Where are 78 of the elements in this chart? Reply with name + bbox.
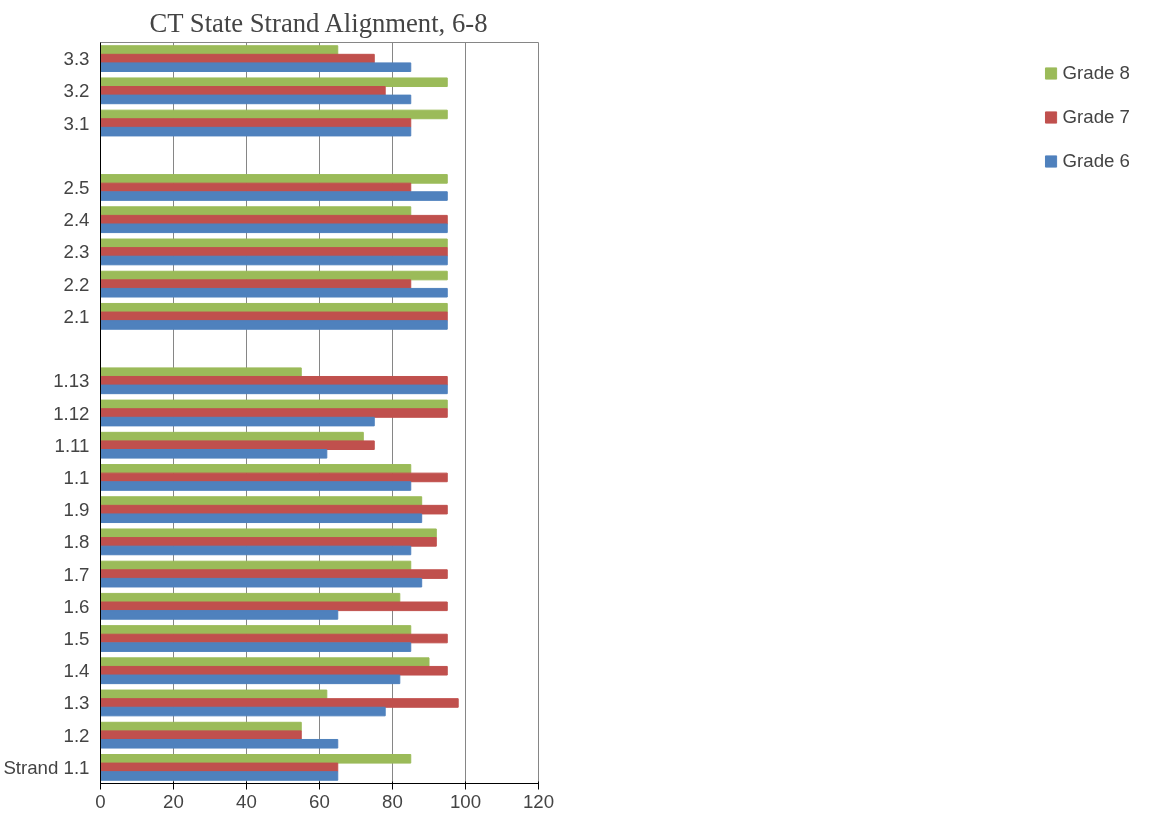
bar — [100, 481, 412, 491]
x-tick-label: 80 — [382, 790, 403, 812]
bar — [100, 537, 437, 547]
y-tick-label: 2.1 — [63, 305, 90, 327]
bar — [100, 367, 302, 377]
bar — [100, 191, 448, 201]
bar — [100, 255, 448, 266]
y-tick-label: 2.3 — [63, 241, 90, 263]
bar — [100, 528, 437, 539]
x-tick-label: 60 — [309, 790, 330, 812]
bar — [100, 416, 375, 427]
y-tick-label: 1.8 — [63, 531, 90, 553]
bar — [100, 320, 448, 330]
bar — [100, 77, 448, 88]
bar — [100, 642, 412, 652]
bar — [100, 279, 412, 289]
chart-title: CT State Strand Alignment, 6-8 — [149, 7, 488, 38]
y-tick-label: 1.5 — [63, 628, 90, 650]
bar — [100, 408, 448, 418]
bar — [100, 449, 328, 459]
bar — [100, 247, 448, 257]
bar — [100, 738, 339, 749]
legend-label: Grade 7 — [1062, 106, 1130, 128]
legend-label: Grade 6 — [1062, 150, 1130, 172]
bar — [100, 223, 448, 234]
y-tick-label: 1.1 — [63, 466, 90, 488]
bar — [100, 610, 339, 620]
bar — [100, 706, 386, 717]
bar — [100, 472, 448, 483]
y-tick-label: 3.2 — [63, 80, 90, 102]
bar — [100, 513, 423, 524]
x-tick-label: 120 — [522, 790, 555, 812]
y-tick-label: 1.4 — [63, 660, 90, 682]
x-tick-label: 20 — [163, 790, 184, 812]
y-tick-label: Strand 1.1 — [3, 756, 90, 778]
bar — [100, 118, 412, 128]
bar — [100, 45, 339, 55]
bar — [100, 657, 430, 667]
bar — [100, 625, 412, 635]
bar — [100, 287, 448, 298]
y-tick-label: 3.3 — [63, 48, 90, 70]
bar — [100, 311, 448, 322]
y-tick-label: 3.1 — [63, 112, 90, 134]
bar — [100, 762, 339, 773]
bar — [100, 577, 423, 588]
bar — [100, 601, 448, 612]
bar — [100, 440, 375, 451]
bar — [100, 496, 423, 506]
bar — [100, 399, 448, 410]
y-tick-label: 2.2 — [63, 273, 90, 295]
y-tick-label: 1.3 — [63, 692, 90, 714]
legend-label: Grade 8 — [1062, 62, 1130, 84]
y-tick-label: 1.9 — [63, 499, 90, 521]
bar — [100, 206, 412, 216]
y-tick-label: 1.7 — [63, 563, 90, 585]
bar — [100, 698, 459, 708]
bar — [100, 384, 448, 395]
bar — [100, 238, 448, 249]
bar — [100, 62, 412, 72]
y-tick-label: 2.5 — [63, 176, 90, 198]
x-tick-label: 0 — [95, 790, 106, 812]
x-tick-label: 40 — [236, 790, 257, 812]
y-tick-label: 1.11 — [54, 434, 90, 456]
bar — [100, 94, 412, 105]
bar — [100, 689, 328, 700]
y-tick-label: 2.4 — [63, 209, 90, 231]
y-tick-label: 1.6 — [63, 595, 90, 617]
bar — [100, 771, 339, 781]
bar — [100, 126, 412, 137]
bar — [100, 545, 412, 556]
bar — [100, 174, 448, 184]
bar — [100, 569, 448, 579]
y-tick-label: 1.13 — [53, 370, 90, 392]
x-tick-label: 100 — [449, 790, 482, 812]
y-tick-label: 1.2 — [63, 724, 90, 746]
bar — [100, 674, 401, 685]
y-tick-label: 1.12 — [53, 402, 90, 424]
bar — [100, 730, 302, 740]
